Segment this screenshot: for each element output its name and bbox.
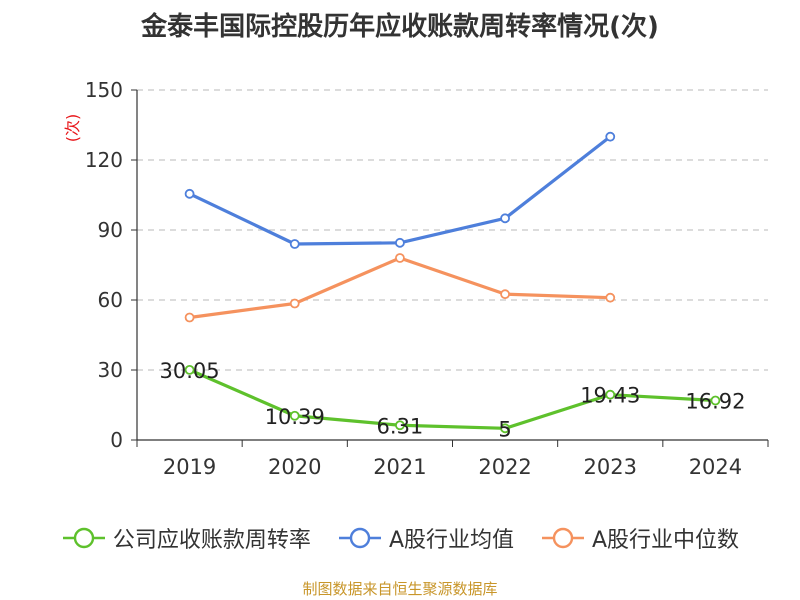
x-tick-label: 2020 xyxy=(268,455,321,479)
axes: 0 30 60 90 120 150 2019 2020 2021 2022 2023 2024 xyxy=(85,78,769,479)
y-tick-label: 90 xyxy=(98,218,123,242)
data-label: 10.39 xyxy=(265,405,325,429)
data-label: 30.05 xyxy=(160,359,220,383)
legend-item[interactable]: 公司应收账款周转率 xyxy=(61,522,311,554)
data-label: 16.92 xyxy=(685,390,745,414)
legend-label: A股行业均值 xyxy=(388,528,514,553)
y-tick-label: 30 xyxy=(98,358,123,382)
y-tick-label: 60 xyxy=(98,288,123,312)
legend-swatch-marker xyxy=(73,527,95,549)
x-tick-label: 2019 xyxy=(163,455,216,479)
data-point xyxy=(710,395,721,406)
legend-swatch-icon xyxy=(542,527,584,549)
data-label: 19.43 xyxy=(580,384,640,408)
data-point xyxy=(289,298,300,309)
y-tick-label: 0 xyxy=(110,428,123,452)
data-point xyxy=(500,289,510,300)
data-point xyxy=(395,420,405,431)
data-point xyxy=(289,239,300,249)
chart-title: 金泰丰国际控股历年应收账款周转率情况(次) xyxy=(141,12,659,42)
legend-swatch-marker xyxy=(349,527,371,549)
data-point xyxy=(605,389,616,400)
data-point xyxy=(184,188,195,199)
data-point xyxy=(605,292,616,303)
data-point xyxy=(395,253,405,263)
data-source-note: 制图数据来自恒生聚源数据库 xyxy=(302,580,498,598)
data-point xyxy=(500,423,510,434)
data-point xyxy=(500,213,510,224)
y-tick-label: 150 xyxy=(85,78,123,102)
series-line-1 xyxy=(187,135,612,246)
legend-label: A股行业中位数 xyxy=(592,528,740,553)
legend-swatch-icon xyxy=(338,527,381,549)
x-tick-label: 2021 xyxy=(373,455,426,479)
x-tick-label: 2024 xyxy=(689,455,742,479)
x-tick-label: 2023 xyxy=(584,455,637,479)
data-point xyxy=(605,131,616,142)
data-point xyxy=(395,237,405,248)
legend: 公司应收账款周转率 A股行业均值 A股行业中位数 xyxy=(0,520,800,556)
y-tick-label: 120 xyxy=(85,148,123,172)
series-line-2 xyxy=(187,256,612,320)
data-point xyxy=(184,312,195,323)
x-tick-label: 2022 xyxy=(478,455,531,479)
y-axis-label: (次) xyxy=(63,114,82,143)
series-line-0 xyxy=(187,368,718,430)
legend-swatch-marker xyxy=(552,527,574,549)
data-point xyxy=(289,410,300,421)
line-chart: 0 30 60 90 120 150 2019 2020 2021 2022 2023 2024 (次… xyxy=(63,78,769,479)
data-point xyxy=(184,364,195,375)
series-lines xyxy=(184,131,721,434)
data-label: 5 xyxy=(498,417,511,441)
legend-item[interactable]: A股行业均值 xyxy=(337,522,514,554)
legend-item[interactable]: A股行业中位数 xyxy=(540,522,739,554)
data-labels: 30.05 10.39 6.31 5 19.43 16.92 xyxy=(160,359,746,441)
legend-swatch-icon xyxy=(62,527,105,549)
legend-label: 公司应收账款周转率 xyxy=(112,528,311,553)
data-label: 6.31 xyxy=(377,414,424,438)
